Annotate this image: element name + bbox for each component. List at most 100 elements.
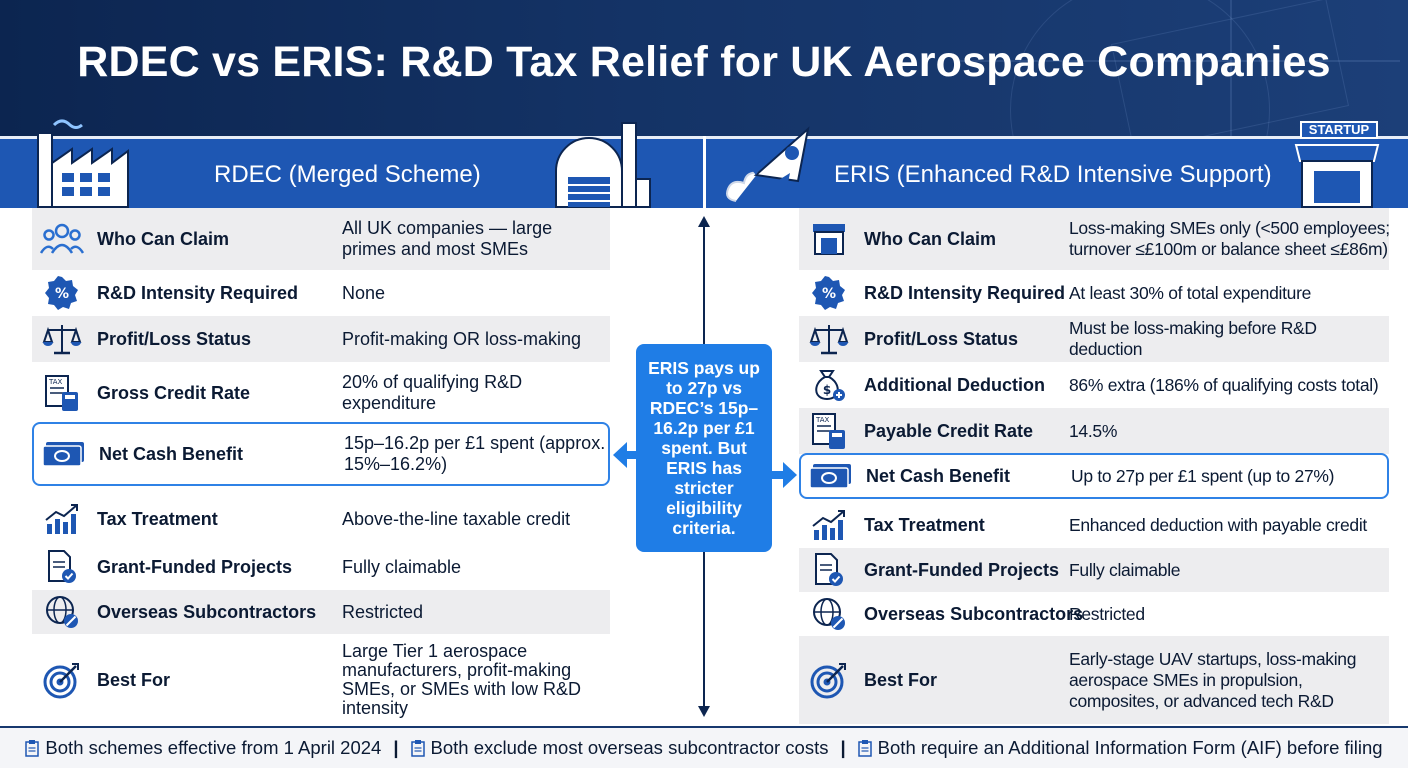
- row-label: Gross Credit Rate: [97, 382, 251, 403]
- footer-text: Both require an Additional Information F…: [877, 737, 1383, 758]
- cash-icon: [809, 456, 853, 496]
- rdec-heading: RDEC (Merged Scheme): [214, 161, 481, 188]
- table-row: Tax Treatment Enhanced deduction with pa…: [799, 502, 1389, 548]
- row-value: Loss-making SMEs only (<500 employees; t…: [1069, 218, 1390, 259]
- row-value: 86% extra (186% of qualifying costs tota…: [1069, 374, 1379, 395]
- percent-badge-icon: %: [40, 273, 84, 313]
- table-row: % R&D Intensity Required None: [32, 270, 610, 316]
- growth-chart-icon: [807, 505, 851, 545]
- footer-text: Both exclude most overseas subcontractor…: [430, 737, 829, 758]
- svg-text:%: %: [822, 286, 836, 302]
- scales-icon: [40, 319, 84, 359]
- footer-item: Both exclude most overseas subcontractor…: [410, 737, 829, 759]
- footer-separator: |: [840, 737, 846, 758]
- row-label: R&D Intensity Required: [97, 282, 299, 303]
- row-label: Tax Treatment: [864, 514, 985, 535]
- arrow-right-icon: [783, 462, 797, 488]
- storefront-icon: [807, 219, 851, 259]
- comparison-callout: ERIS pays up to 27p vs RDEC’s 15p–16.2p …: [636, 344, 772, 552]
- startup-badge: STARTUP: [1300, 121, 1378, 139]
- table-row: Tax Treatment Above-the-line taxable cre…: [32, 494, 610, 544]
- row-label: Best For: [97, 669, 171, 690]
- factory-icon: [37, 119, 129, 208]
- cash-icon: [42, 434, 86, 474]
- clipboard-icon: [410, 740, 425, 757]
- footer-text: Both schemes effective from 1 April 2024: [45, 737, 382, 758]
- tax-calculator-icon: TAX: [40, 373, 84, 413]
- row-value: Large Tier 1 aerospace manufacturers, pr…: [342, 641, 582, 718]
- clipboard-icon: [25, 740, 40, 757]
- row-value: 20% of qualifying R&D expenditure: [342, 372, 523, 413]
- row-label: Who Can Claim: [864, 228, 997, 249]
- document-check-icon: [807, 550, 851, 590]
- row-value: Restricted: [342, 601, 424, 622]
- globe-restricted-icon: [40, 592, 84, 632]
- page-title: RDEC vs ERIS: R&D Tax Relief for UK Aero…: [77, 38, 1331, 86]
- row-value: 15p–16.2p per £1 spent (approx. 15%–16.2…: [344, 433, 606, 474]
- row-label: Grant-Funded Projects: [864, 559, 1060, 580]
- svg-text:%: %: [55, 286, 69, 302]
- rdec-section-header: RDEC (Merged Scheme): [0, 119, 703, 208]
- eris-section-header: ERIS (Enhanced R&D Intensive Support) ST…: [706, 121, 1408, 208]
- row-label: Grant-Funded Projects: [97, 556, 293, 577]
- row-value: Early-stage UAV startups, loss-making ae…: [1069, 648, 1357, 711]
- tax-calculator-icon: TAX: [807, 411, 851, 451]
- table-row: TAX Gross Credit Rate 20% of qualifying …: [32, 362, 610, 424]
- row-label: Payable Credit Rate: [864, 420, 1034, 441]
- decorative-blueprint: [960, 60, 1400, 62]
- svg-text:$: $: [823, 383, 831, 397]
- document-check-icon: [40, 547, 84, 587]
- row-label: Net Cash Benefit: [866, 465, 1011, 486]
- row-value: Restricted: [1069, 603, 1145, 624]
- people-icon: [40, 219, 84, 259]
- table-row: Best For Early-stage UAV startups, loss-…: [799, 636, 1389, 724]
- table-row: Grant-Funded Projects Fully claimable: [799, 548, 1389, 592]
- storefront-icon: [1294, 144, 1380, 208]
- table-row: Overseas Subcontractors Restricted: [799, 592, 1389, 636]
- growth-chart-icon: [40, 499, 84, 539]
- footer-item: Both schemes effective from 1 April 2024: [25, 737, 381, 759]
- table-row: Best For Large Tier 1 aerospace manufact…: [32, 634, 610, 726]
- row-value: 14.5%: [1069, 420, 1118, 441]
- callout-connector: [626, 451, 638, 459]
- table-row-highlight: Net Cash Benefit 15p–16.2p per £1 spent …: [32, 422, 610, 486]
- svg-text:TAX: TAX: [48, 378, 63, 386]
- arrow-up-icon: [698, 216, 710, 227]
- row-label: Tax Treatment: [97, 508, 218, 529]
- table-row: Overseas Subcontractors Restricted: [32, 590, 610, 634]
- footer-item: Both require an Additional Information F…: [857, 737, 1383, 759]
- money-bag-icon: $: [807, 365, 851, 405]
- row-value: All UK companies — large primes and most…: [342, 218, 553, 259]
- table-row: Profit/Loss Status Profit-making OR loss…: [32, 316, 610, 362]
- row-label: Overseas Subcontractors: [864, 603, 1084, 624]
- row-value: Must be loss-making before R&D deduction: [1069, 318, 1317, 359]
- table-row: Profit/Loss Status Must be loss-making b…: [799, 316, 1389, 362]
- footer-notes: Both schemes effective from 1 April 2024…: [0, 726, 1408, 768]
- row-label: Best For: [864, 669, 938, 690]
- decorative-blueprint: [1230, 0, 1232, 136]
- table-row: Who Can Claim All UK companies — large p…: [32, 208, 610, 270]
- row-value: Enhanced deduction with payable credit: [1069, 514, 1367, 535]
- table-row: Who Can Claim Loss-making SMEs only (<50…: [799, 208, 1390, 270]
- callout-connector: [771, 471, 785, 479]
- row-label: Net Cash Benefit: [99, 443, 244, 464]
- table-row: % R&D Intensity Required At least 30% of…: [799, 270, 1389, 316]
- eris-heading: ERIS (Enhanced R&D Intensive Support): [834, 161, 1272, 188]
- row-value: Fully claimable: [342, 556, 462, 577]
- row-label: Who Can Claim: [97, 228, 230, 249]
- row-value: Up to 27p per £1 spent (up to 27%): [1071, 465, 1335, 486]
- target-icon: [807, 660, 851, 700]
- globe-restricted-icon: [807, 594, 851, 634]
- row-value: None: [342, 282, 386, 303]
- rocket-icon: [726, 126, 810, 202]
- row-label: Additional Deduction: [864, 374, 1045, 395]
- svg-text:TAX: TAX: [815, 416, 830, 424]
- row-label: Profit/Loss Status: [97, 328, 252, 349]
- row-label: Overseas Subcontractors: [97, 601, 317, 622]
- table-row: TAX Payable Credit Rate 14.5%: [799, 408, 1389, 454]
- clipboard-icon: [857, 740, 872, 757]
- hangar-icon: [555, 122, 651, 208]
- row-value: Above-the-line taxable credit: [342, 508, 571, 529]
- row-value: At least 30% of total expenditure: [1069, 282, 1312, 303]
- target-icon: [40, 660, 84, 700]
